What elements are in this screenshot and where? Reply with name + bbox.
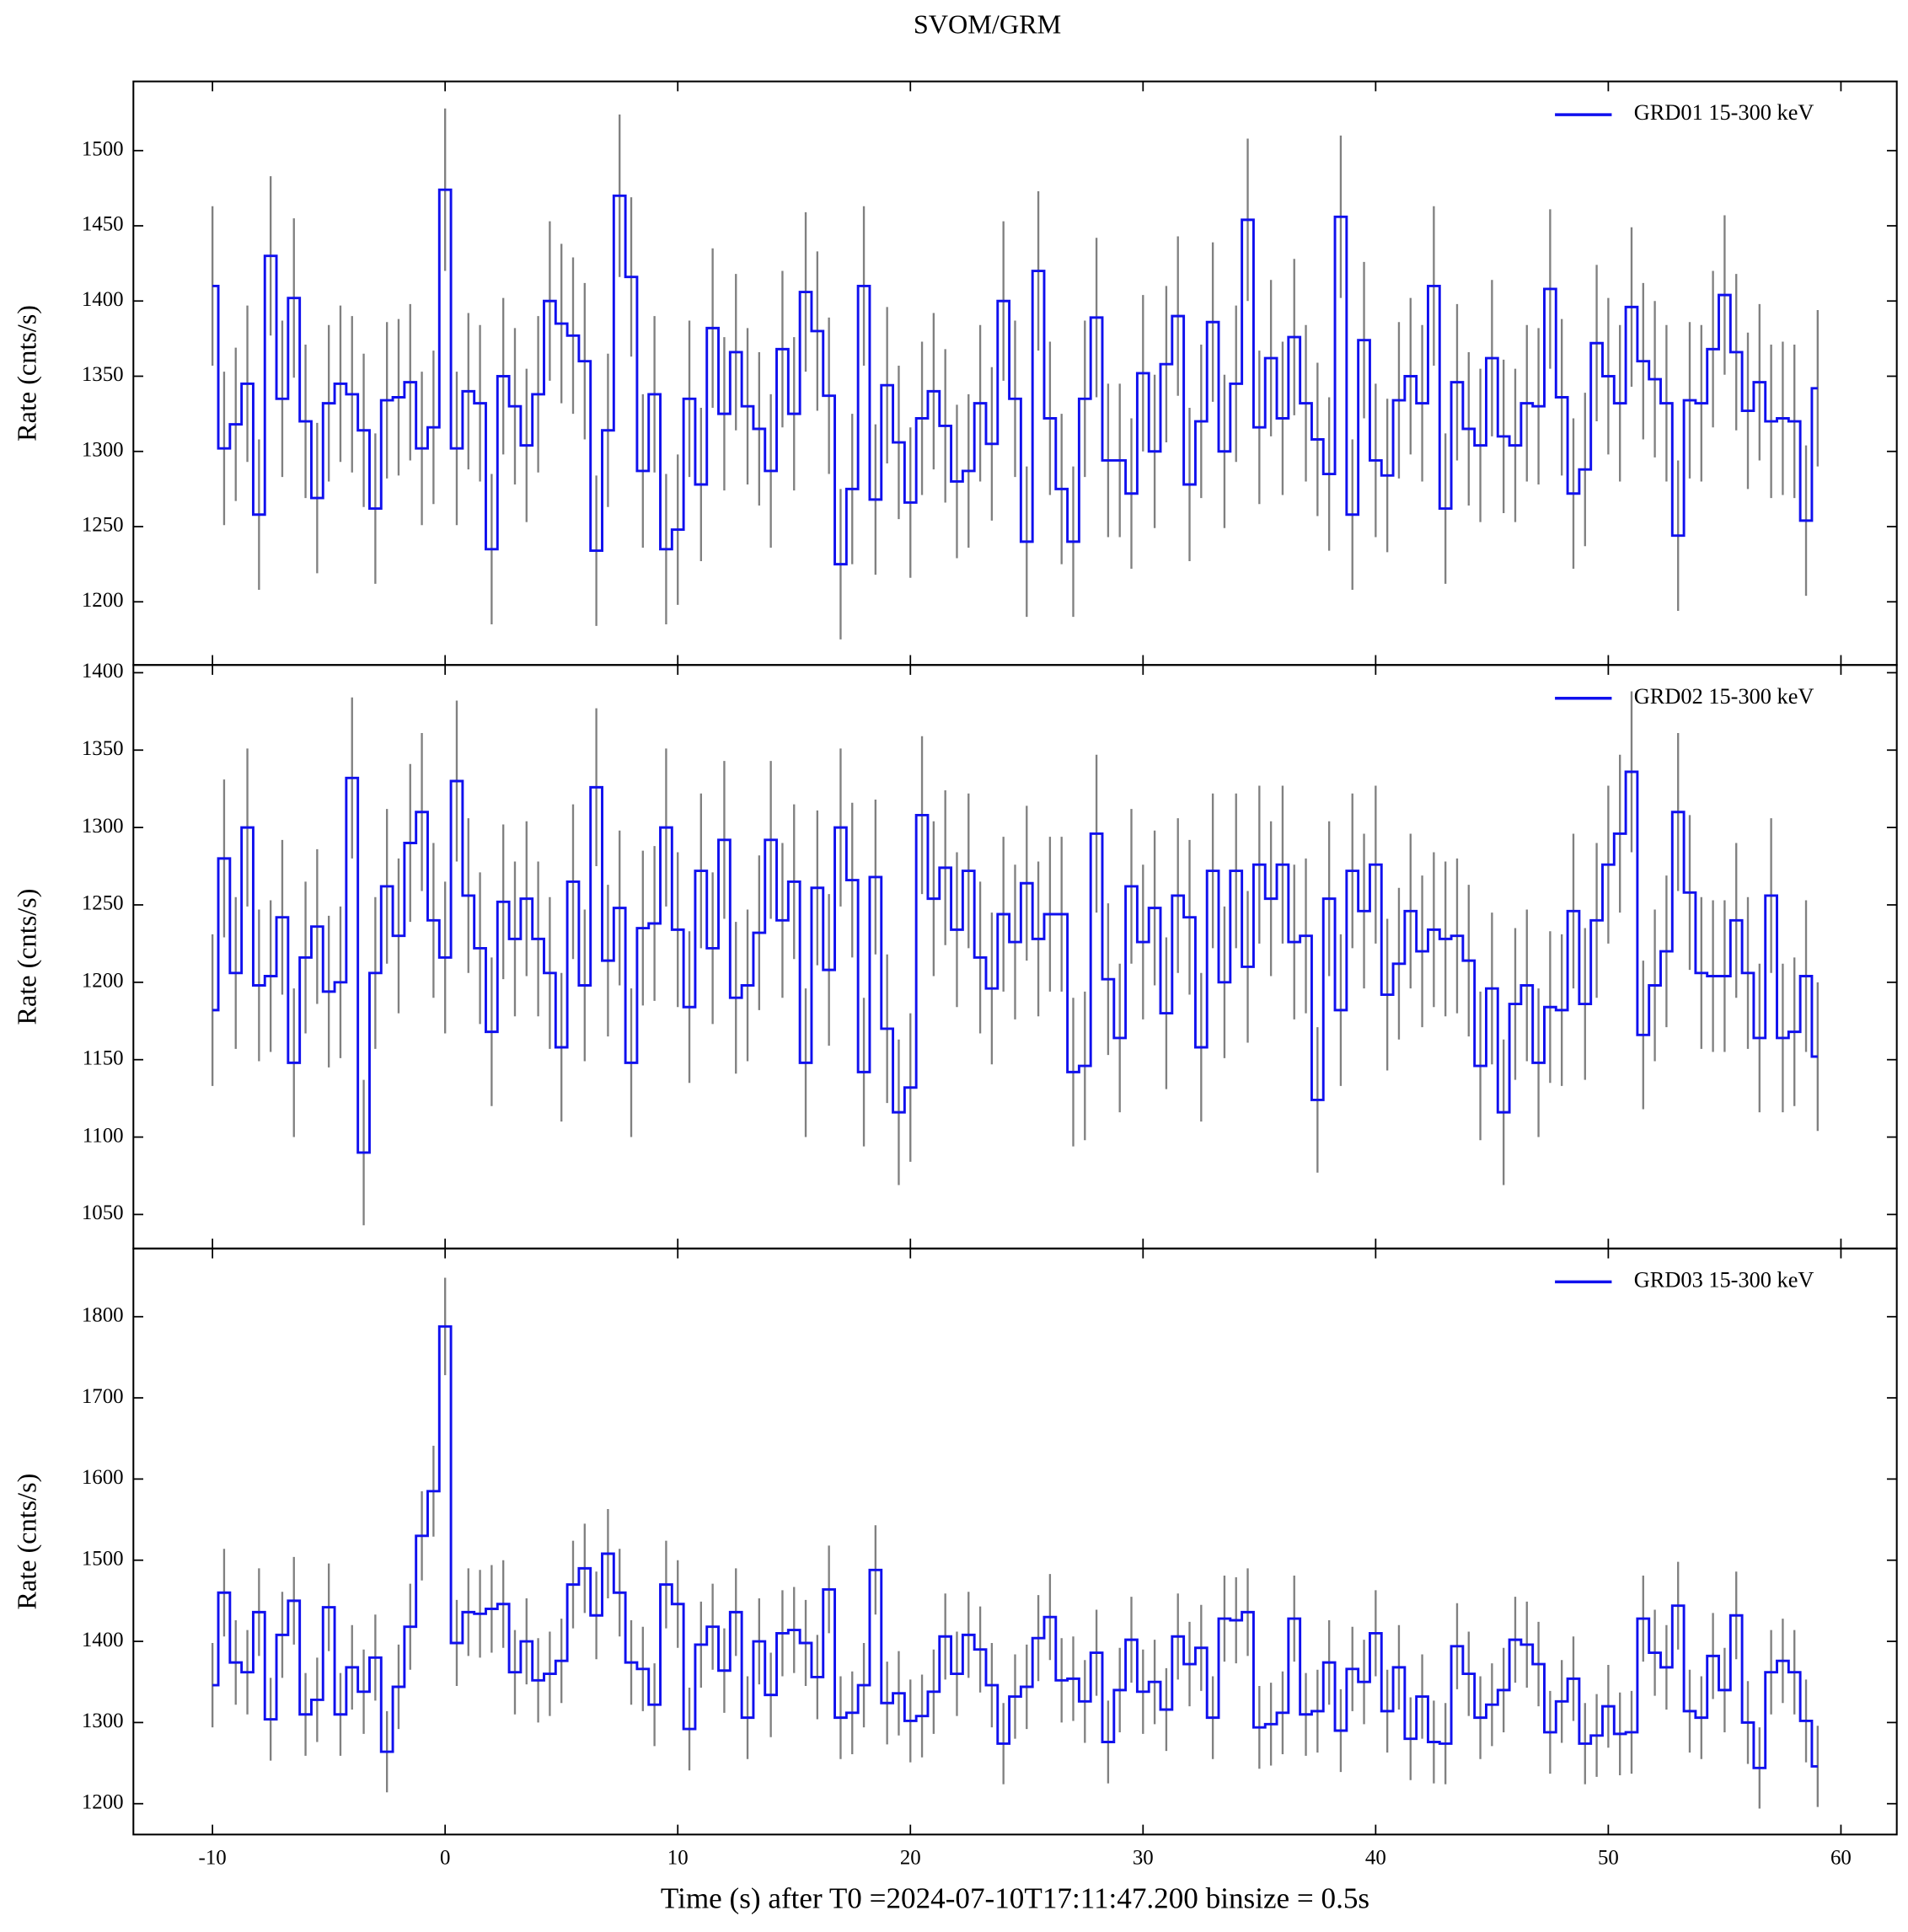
legend-label: GRD03 15-300 keV	[1634, 1267, 1814, 1292]
y-tick-label: 1350	[82, 363, 124, 386]
x-tick-label: 40	[1365, 1846, 1386, 1869]
y-tick-label: 1200	[82, 970, 124, 993]
y-tick-label: 1450	[82, 213, 124, 236]
y-axis-label: Rate (cnts/s)	[12, 1474, 42, 1610]
panel: 1200 1250 1300 1350 1400 1450 1500 Rate (cnts/s…	[12, 80, 1898, 666]
x-axis-label: Time (s) after T0 =2024-07-10T17:11:47.2…	[661, 1881, 1369, 1914]
y-tick-label: 1200	[82, 589, 124, 612]
y-tick-label: 1350	[82, 737, 124, 760]
step-line	[212, 188, 1818, 566]
y-tick-label: 1700	[82, 1385, 124, 1408]
y-tick-label: 1600	[82, 1466, 124, 1489]
series	[211, 108, 1819, 640]
step-line	[212, 1325, 1818, 1769]
y-tick-label: 1400	[82, 288, 124, 311]
series	[211, 691, 1819, 1226]
panel: 1050 1100 1150 1200 1250 1300 1350 1400 Rate (cn…	[12, 660, 1898, 1250]
y-tick-label: 1500	[82, 1547, 124, 1570]
y-axis-label: Rate (cnts/s)	[12, 305, 42, 442]
y-tick-label: 1100	[83, 1124, 124, 1147]
y-tick-label: 1250	[82, 892, 124, 915]
panel: 1200 1300 1400 1500 1600 1700 1800 -10 0 10 20 30 40…	[12, 1247, 1898, 1914]
y-tick-label: 1500	[82, 137, 124, 160]
y-tick-label: 1050	[82, 1201, 124, 1224]
y-tick-label: 1300	[82, 815, 124, 838]
y-tick-label: 1400	[82, 1629, 124, 1651]
x-tick-label: 60	[1830, 1846, 1852, 1869]
x-tick-label: 20	[900, 1846, 921, 1869]
x-tick-label: 10	[667, 1846, 689, 1869]
figure-title: SVOM/GRM	[914, 9, 1061, 40]
y-tick-label: 1800	[82, 1303, 124, 1326]
step-line	[212, 770, 1818, 1154]
plot-frame	[132, 1247, 1898, 1836]
y-tick-label: 1200	[82, 1790, 124, 1813]
x-tick-label: 30	[1133, 1846, 1154, 1869]
x-tick-label: 50	[1598, 1846, 1619, 1869]
x-tick-label: 0	[440, 1846, 450, 1869]
legend-label: GRD01 15-300 keV	[1634, 100, 1814, 125]
legend-label: GRD02 15-300 keV	[1634, 684, 1814, 709]
y-tick-label: 1250	[82, 514, 124, 537]
y-tick-label: 1300	[82, 1710, 124, 1732]
series	[211, 1277, 1819, 1809]
x-tick-label: -10	[199, 1846, 227, 1869]
y-tick-label: 1150	[83, 1046, 124, 1069]
y-tick-label: 1300	[82, 438, 124, 461]
y-axis-label: Rate (cnts/s)	[12, 889, 42, 1025]
y-tick-label: 1400	[82, 660, 124, 682]
